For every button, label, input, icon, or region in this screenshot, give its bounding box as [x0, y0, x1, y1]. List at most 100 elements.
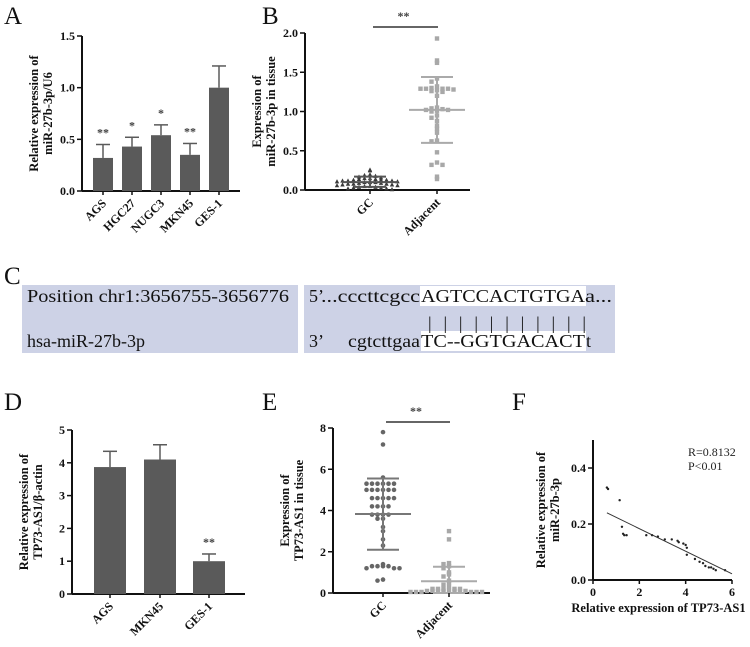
- data-point: [375, 481, 380, 486]
- x-tick-label: 6: [729, 585, 735, 599]
- y-axis-title-line: TP73-AS1 in tissue: [292, 459, 306, 561]
- data-point: [351, 177, 356, 182]
- data-point: [429, 115, 434, 120]
- data-point: [345, 181, 351, 186]
- y-tick-label: 0.5: [283, 144, 298, 158]
- data-point: [386, 504, 391, 509]
- data-point: [429, 79, 434, 84]
- data-point: [434, 36, 440, 41]
- target-seed-highlight: [420, 286, 586, 306]
- data-point: [373, 176, 378, 182]
- y-tick-label: 1.0: [283, 105, 298, 119]
- data-point: [463, 588, 468, 594]
- mirna-name: hsa-miR-27b-3p: [27, 331, 145, 351]
- data-point: [356, 176, 362, 182]
- data-point: [386, 487, 391, 493]
- x-tick-label: Adjacent: [400, 195, 443, 238]
- regression-line: [606, 512, 733, 575]
- data-point: [441, 566, 446, 571]
- x-tick-label: GC: [366, 598, 389, 621]
- data-point: [685, 546, 689, 549]
- data-point: [378, 177, 384, 182]
- y-axis-title-line: Expression of: [278, 473, 292, 546]
- data-point: [369, 487, 375, 493]
- data-point: [434, 150, 440, 155]
- data-point: [380, 577, 386, 582]
- mirna-right: t: [586, 331, 591, 351]
- y-tick-label: 3: [59, 489, 65, 503]
- bar-ges-1: [193, 561, 225, 594]
- data-point: [714, 569, 717, 572]
- panel-label-a: A: [4, 3, 22, 30]
- data-point: [429, 88, 434, 94]
- significance-marker: **: [203, 535, 215, 549]
- y-tick-label: 2.0: [283, 26, 298, 40]
- data-point: [685, 553, 689, 556]
- x-tick-label: 4: [683, 585, 689, 599]
- y-tick-label: 1.5: [60, 29, 75, 43]
- mirna-prefix: 3’: [309, 331, 324, 351]
- bar-ges-1: [209, 87, 229, 191]
- y-tick-label: 1: [59, 554, 65, 568]
- data-point: [429, 139, 434, 144]
- data-point: [452, 588, 457, 594]
- y-tick-label: 2: [59, 521, 65, 535]
- correlation-annotation: R=0.8132: [688, 445, 736, 459]
- data-point: [623, 534, 626, 537]
- data-point: [391, 565, 397, 571]
- data-point: [364, 481, 369, 486]
- mirna-seed: TC--GGTGACACT: [421, 331, 585, 351]
- y-tick-label: 8: [320, 421, 326, 435]
- data-point: [441, 561, 446, 567]
- position-box: [22, 285, 298, 353]
- data-point: [645, 534, 648, 537]
- data-point: [380, 429, 386, 435]
- chart-panel-f: 0.0 0.2 0.4 Relative expression ofmiR-27b-3…: [534, 440, 746, 615]
- data-point: [364, 487, 369, 493]
- y-tick-label: 5: [59, 423, 65, 437]
- data-point: [434, 176, 440, 182]
- panel-label-c: C: [4, 263, 21, 290]
- y-axis-title: Relative expression ofmiR-27b-3p/U6: [27, 54, 55, 171]
- data-point: [663, 538, 667, 541]
- data-point: [446, 560, 452, 566]
- data-point: [369, 481, 375, 486]
- data-point: [435, 588, 441, 594]
- data-point: [429, 85, 434, 91]
- chart-panel-d: 0 1 2 3 4 5 Relative expression ofTP73-AS1/β-a…: [17, 423, 245, 638]
- target-right: a...: [585, 286, 612, 306]
- data-point: [709, 566, 713, 569]
- data-point: [698, 560, 701, 563]
- data-point: [625, 534, 628, 537]
- x-tick-label: GC: [353, 195, 376, 218]
- data-point: [364, 565, 369, 571]
- y-tick-label: 4: [320, 504, 326, 518]
- data-point: [375, 578, 380, 583]
- data-point: [434, 174, 440, 179]
- data-point: [424, 588, 430, 594]
- y-tick-label: 1.0: [60, 81, 75, 95]
- data-point: [441, 588, 446, 594]
- data-point: [429, 106, 434, 111]
- bar-ags: [94, 467, 126, 594]
- y-axis-title-line: miR-27b-3p/U6: [41, 72, 55, 155]
- data-point: [712, 567, 715, 570]
- significance-marker: *: [158, 106, 164, 120]
- data-point: [340, 182, 345, 187]
- x-tick-label: GES-1: [181, 599, 215, 633]
- y-axis-title-line: TP73-AS1/β-actin: [31, 464, 45, 560]
- data-point: [391, 481, 397, 486]
- y-axis-title: Expression ofTP73-AS1 in tissue: [278, 459, 306, 561]
- data-point: [408, 589, 413, 595]
- bar-ags: [93, 157, 113, 191]
- data-point: [386, 495, 391, 501]
- data-point: [334, 183, 340, 188]
- y-axis-title-line: Relative expression of: [534, 451, 548, 568]
- significance-marker: *: [129, 118, 135, 132]
- data-point: [380, 563, 386, 569]
- sequence-panel: Position chr1:3656755-3656776 hsa-miR-27…: [22, 285, 615, 353]
- target-seed: AGTCCACTGTGA: [421, 286, 585, 306]
- x-tick-label: GES-1: [191, 196, 225, 230]
- data-point: [670, 538, 673, 541]
